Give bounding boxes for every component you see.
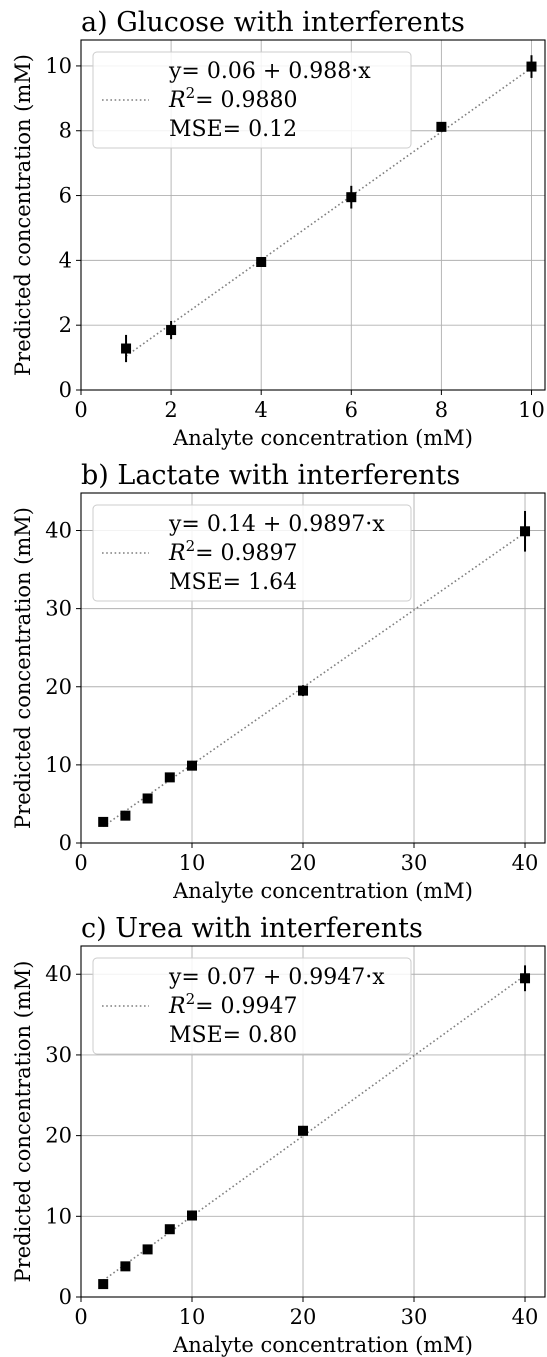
x-tick-label: 2	[164, 398, 177, 422]
legend-box	[92, 957, 412, 1055]
chart-title: a) Glucose with interferents	[81, 7, 465, 38]
x-tick-label: 6	[345, 398, 358, 422]
data-point	[298, 685, 309, 696]
r-symbol: R	[168, 994, 186, 1019]
x-tick-label: 4	[255, 398, 268, 422]
data-point	[120, 1261, 131, 1272]
axes-frame	[80, 945, 546, 1298]
data-point	[187, 1210, 198, 1221]
y-tick-label: 6	[59, 184, 72, 208]
legend-box	[92, 504, 412, 602]
x-tick-label: 10	[179, 1305, 206, 1329]
x-tick-label: 8	[435, 398, 448, 422]
legend-equation: y= 0.14 + 0.9897·x	[168, 512, 385, 537]
x-axis-label: Analyte concentration (mM)	[172, 426, 473, 450]
y-tick-label: 0	[59, 378, 72, 402]
data-point	[98, 1279, 109, 1290]
x-tick-label: 40	[512, 851, 539, 875]
data-point	[142, 793, 153, 804]
y-tick-label: 10	[45, 54, 72, 78]
x-axis-label: Analyte concentration (mM)	[172, 879, 473, 903]
y-tick-label: 4	[59, 248, 72, 272]
y-tick-label: 0	[59, 1285, 72, 1309]
data-point	[187, 760, 198, 771]
r-superscript: 2	[186, 537, 196, 555]
x-tick-label: 0	[74, 1305, 87, 1329]
y-tick-label: 10	[45, 1204, 72, 1228]
chart-panel-1: a) Glucose with interferents 0 2 4 6 8 10 0 2 4 6 8…	[11, 7, 546, 450]
legend-r-squared: R2= 0.9947	[168, 990, 298, 1019]
data-point	[436, 121, 447, 132]
axes-frame	[80, 492, 546, 844]
legend-mse: MSE= 0.80	[169, 1023, 297, 1048]
data-point	[120, 810, 131, 821]
legend-mse: MSE= 0.12	[169, 117, 297, 142]
r-superscript: 2	[186, 84, 196, 102]
r-symbol: R	[168, 541, 186, 566]
data-point	[164, 772, 175, 783]
y-tick-label: 10	[45, 753, 72, 777]
y-tick-label: 20	[45, 1124, 72, 1148]
y-tick-label: 40	[45, 519, 72, 543]
chart-panel-3: c) Urea with interferents 0 10 20 30 40 0 10 20 3…	[11, 913, 546, 1357]
r-squared-value: = 0.9947	[195, 994, 297, 1019]
data-point	[520, 973, 531, 984]
legend-r-squared: R2= 0.9880	[168, 84, 298, 113]
legend-r-squared: R2= 0.9897	[168, 537, 298, 566]
legend-mse: MSE= 1.64	[169, 570, 297, 595]
x-tick-label: 0	[74, 398, 87, 422]
y-axis-label: Predicted concentration (mM)	[11, 54, 35, 376]
data-point	[142, 1244, 153, 1255]
data-point	[256, 256, 267, 267]
y-tick-label: 2	[59, 313, 72, 337]
x-tick-label: 20	[290, 1305, 317, 1329]
data-point	[164, 1224, 175, 1235]
data-point	[520, 526, 531, 537]
x-tick-label: 30	[401, 1305, 428, 1329]
r-squared-value: = 0.9897	[195, 541, 297, 566]
y-tick-label: 20	[45, 675, 72, 699]
r-squared-value: = 0.9880	[195, 88, 297, 113]
legend-box	[92, 51, 412, 149]
y-tick-label: 30	[45, 597, 72, 621]
data-point	[98, 816, 109, 827]
r-superscript: 2	[186, 990, 196, 1008]
y-axis-label: Predicted concentration (mM)	[11, 507, 35, 829]
data-point	[526, 61, 537, 72]
fit-line	[102, 974, 526, 1282]
x-tick-label: 10	[179, 851, 206, 875]
chart-title: c) Urea with interferents	[81, 913, 423, 944]
x-tick-label: 10	[518, 398, 545, 422]
fit-line	[102, 531, 526, 828]
chart-title: b) Lactate with interferents	[81, 460, 460, 491]
axes-frame	[80, 39, 546, 391]
y-tick-label: 40	[45, 962, 72, 986]
data-point	[166, 325, 177, 336]
y-tick-label: 30	[45, 1043, 72, 1067]
x-axis-label: Analyte concentration (mM)	[172, 1333, 473, 1357]
legend-equation: y= 0.06 + 0.988·x	[168, 59, 371, 84]
r-symbol: R	[168, 88, 186, 113]
x-tick-label: 40	[512, 1305, 539, 1329]
x-tick-label: 30	[401, 851, 428, 875]
fit-line	[125, 67, 532, 357]
x-tick-label: 0	[74, 851, 87, 875]
data-point	[346, 192, 357, 203]
legend-equation: y= 0.07 + 0.9947·x	[168, 965, 385, 990]
chart-panel-2: b) Lactate with interferents 0 10 20 30 40 0 10…	[11, 460, 546, 903]
y-tick-label: 8	[59, 119, 72, 143]
data-point	[298, 1125, 309, 1136]
x-tick-label: 20	[290, 851, 317, 875]
y-tick-label: 0	[59, 831, 72, 855]
y-axis-label: Predicted concentration (mM)	[11, 961, 35, 1283]
data-point	[121, 343, 132, 354]
